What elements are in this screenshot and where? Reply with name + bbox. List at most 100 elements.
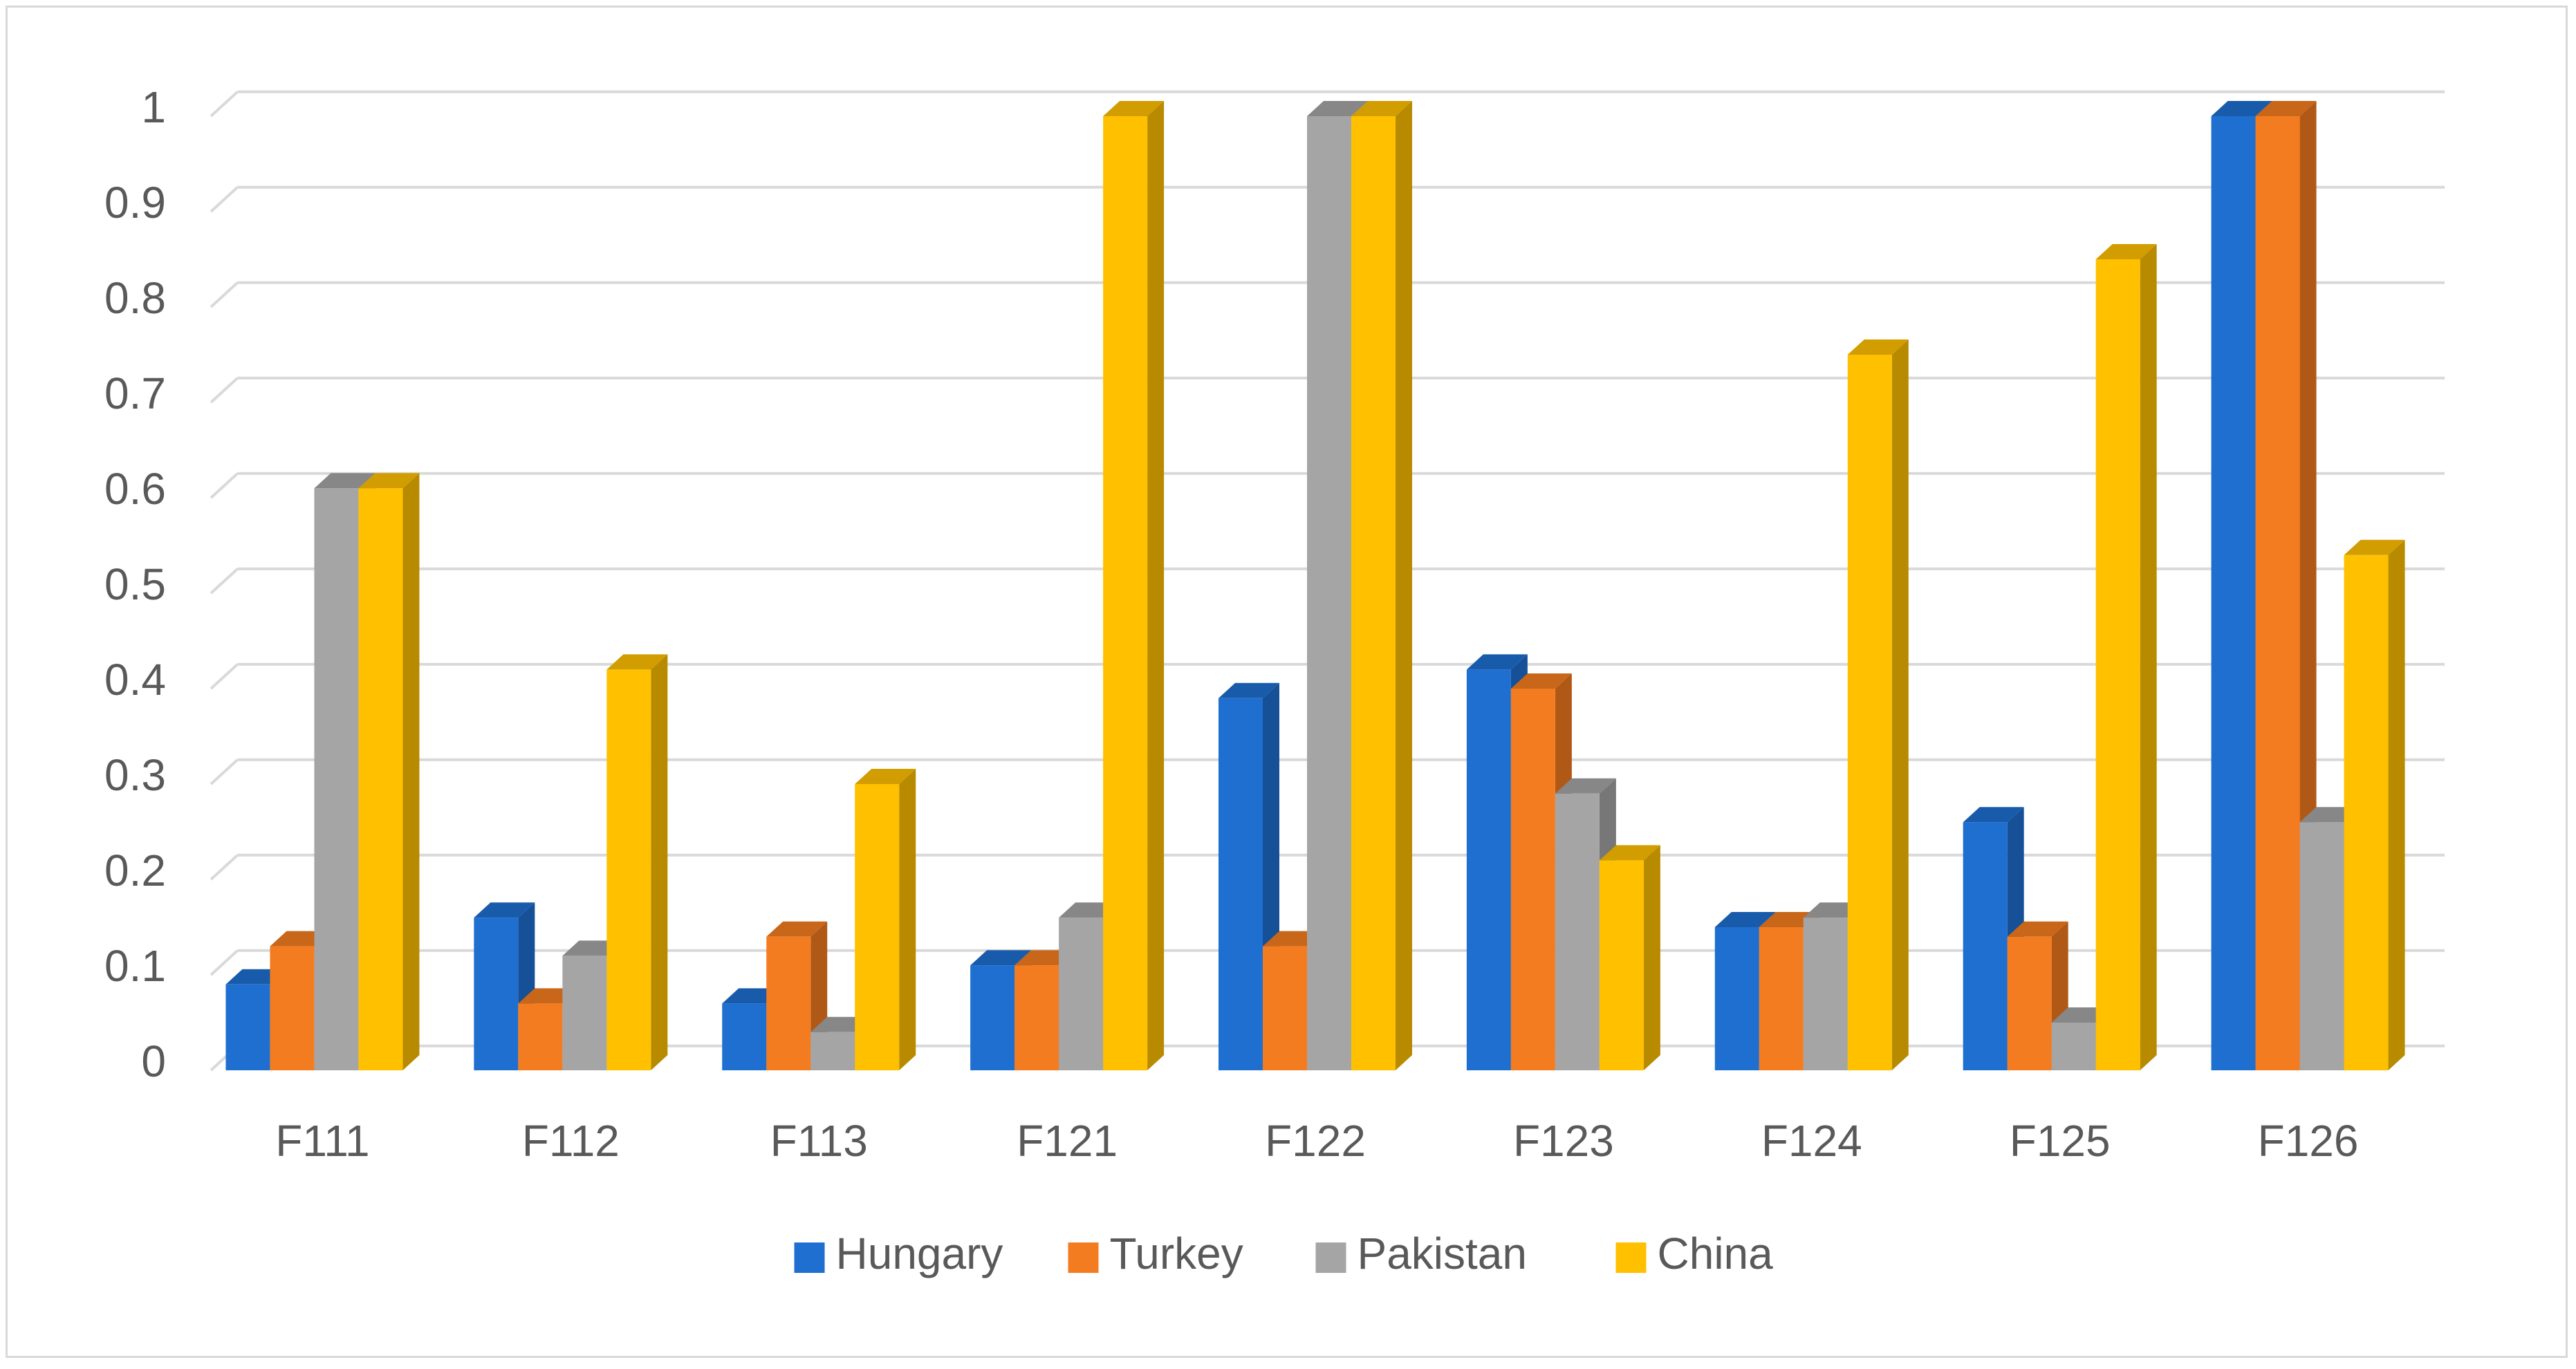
bar-front	[1847, 355, 1892, 1070]
gridline-depth	[210, 377, 239, 404]
bar-side	[899, 769, 916, 1070]
bar-front	[970, 965, 1015, 1070]
bar-top	[2255, 101, 2317, 116]
y-tick-label: 0.3	[104, 750, 166, 800]
bar-top	[1714, 912, 1776, 927]
gridline-depth	[210, 186, 239, 213]
bar-front	[1351, 116, 1396, 1070]
bar-front	[1466, 669, 1511, 1070]
legend-label: Pakistan	[1358, 1229, 1527, 1278]
bar-front	[766, 936, 811, 1070]
bar-side	[1891, 339, 1909, 1070]
bar-top	[766, 921, 828, 937]
x-category-label: F125	[2010, 1116, 2111, 1166]
bars	[225, 101, 2405, 1070]
x-category-label: F123	[1513, 1116, 1614, 1166]
bar-front	[1263, 946, 1307, 1070]
bar-top	[2344, 539, 2405, 555]
bar-front	[1103, 116, 1148, 1070]
bar-front	[518, 1003, 563, 1070]
bar-top	[2095, 244, 2157, 259]
bar-top	[855, 769, 916, 784]
bar-side	[1643, 845, 1660, 1070]
gridline-depth	[210, 949, 239, 976]
bar-front	[810, 1032, 855, 1070]
bar-top	[2211, 101, 2272, 116]
x-category-label: F124	[1761, 1116, 1862, 1166]
bar-turkey-f125	[2007, 921, 2068, 1070]
x-category-label: F122	[1265, 1116, 1366, 1166]
gridline-depth	[210, 568, 239, 595]
bar-top	[1103, 101, 1165, 116]
bar-top	[358, 473, 420, 489]
gridline-depth	[210, 91, 239, 118]
bar-front	[562, 956, 607, 1070]
bar-side	[2140, 244, 2157, 1070]
bar-china-f123	[1599, 845, 1660, 1070]
y-tick-label: 0.9	[104, 178, 166, 227]
bar-front	[2007, 936, 2052, 1070]
bar-side	[1147, 101, 1165, 1070]
bar-front	[225, 984, 270, 1070]
bar-front	[1963, 822, 2008, 1070]
bar-front	[314, 488, 359, 1070]
legend-swatch	[1615, 1242, 1647, 1273]
y-tick-label: 0.5	[104, 559, 166, 609]
bar-front	[1803, 918, 1848, 1070]
bar-china-f124	[1847, 339, 1909, 1070]
bar-front	[1059, 918, 1104, 1070]
bar-china-f113	[855, 769, 916, 1070]
bar-top	[1466, 654, 1528, 670]
bar-top	[1307, 101, 1368, 116]
bar-top	[1963, 807, 2024, 823]
bar-top	[2007, 921, 2068, 937]
bar-front	[722, 1003, 767, 1070]
gridline-depth	[210, 281, 239, 308]
bar-front	[358, 488, 403, 1070]
y-tick-label: 1	[141, 82, 166, 132]
legend-item-china: China	[1615, 1229, 1774, 1278]
bar-front	[1014, 965, 1059, 1070]
legend-item-hungary: Hungary	[794, 1229, 1003, 1278]
x-category-label: F113	[770, 1116, 868, 1166]
bar-side	[651, 654, 668, 1070]
bar-front	[1510, 689, 1555, 1070]
y-tick-label: 0.7	[104, 369, 166, 418]
x-category-label: F112	[522, 1116, 620, 1166]
bar-front	[606, 669, 651, 1070]
bar-front	[1714, 927, 1759, 1070]
bar-front	[1759, 927, 1804, 1070]
x-category-label: F111	[275, 1116, 369, 1166]
bar-front	[1218, 698, 1263, 1070]
gridline-depth	[210, 758, 239, 785]
bar-front	[1555, 793, 1600, 1070]
bar-turkey-f113	[766, 921, 828, 1070]
bar-front	[2299, 822, 2344, 1070]
bar-front	[2255, 116, 2300, 1070]
legend: Hungary Turkey Pakistan China	[794, 1229, 1774, 1278]
legend-label: China	[1658, 1229, 1774, 1278]
bar-side	[402, 473, 420, 1070]
y-tick-labels: 0 0.1 0.2 0.3 0.4 0.5 0.6 0.7 0.8 0.9 1	[104, 82, 166, 1086]
bar-front	[1599, 860, 1644, 1070]
bar-hungary-f122	[1218, 682, 1279, 1070]
bar-side	[2388, 539, 2405, 1070]
bar-top	[1847, 339, 1909, 355]
legend-swatch	[1068, 1242, 1099, 1273]
bar-china-f112	[606, 654, 668, 1070]
bar-front	[2051, 1023, 2096, 1070]
gridline-depth	[210, 472, 239, 499]
bar-top	[314, 473, 376, 489]
bar-front	[2211, 116, 2256, 1070]
bar-front	[2344, 555, 2389, 1070]
y-tick-label: 0.2	[104, 846, 166, 895]
bar-china-f125	[2095, 244, 2157, 1070]
bar-front	[474, 918, 519, 1070]
y-tick-label: 0	[141, 1036, 166, 1086]
bar-top	[1599, 845, 1660, 861]
bar-top	[606, 654, 668, 670]
bar-side	[1396, 101, 1412, 1070]
bar-china-f121	[1103, 101, 1165, 1070]
legend-item-turkey: Turkey	[1068, 1229, 1243, 1278]
